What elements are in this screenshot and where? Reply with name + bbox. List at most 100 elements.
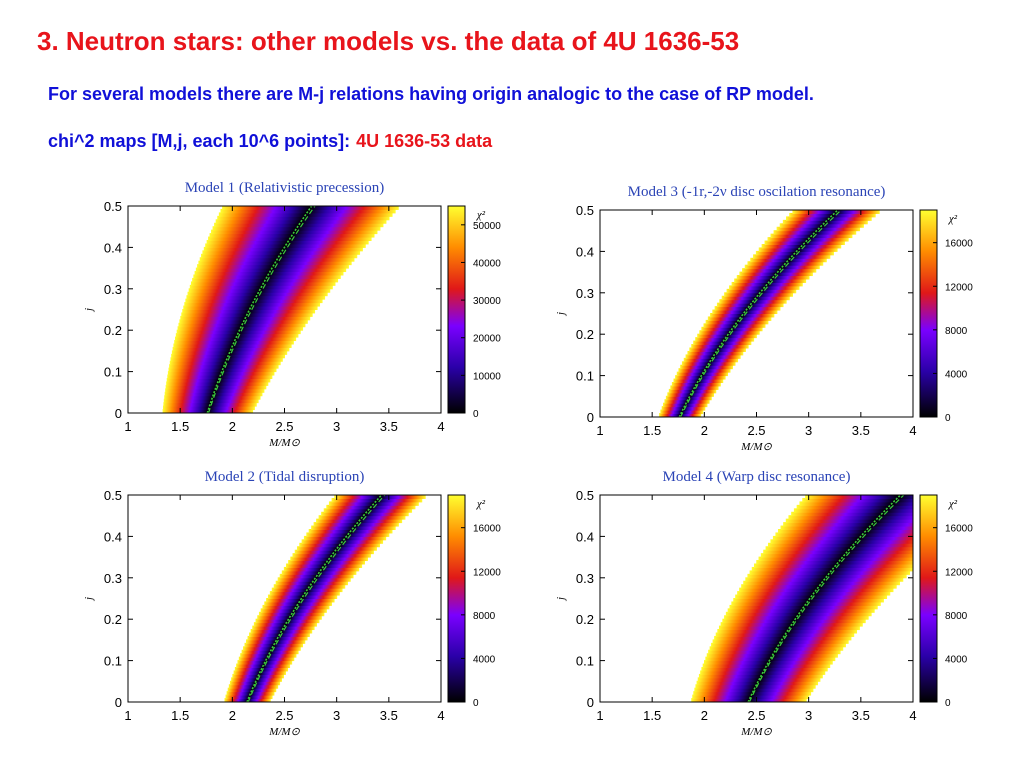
y-tick-label: 0.3	[576, 286, 594, 301]
chi2-band-slice	[228, 684, 279, 689]
y-tick-label: 0.1	[104, 654, 122, 669]
chart-svg: Model 4 (Warp disc resonance) 1 1.5 2 2.5 3 3.…	[555, 469, 973, 738]
chi2-band-slice	[202, 250, 361, 255]
chi2-band-slice	[321, 511, 409, 517]
y-axis-label: j	[83, 597, 95, 602]
chi2-band-slice	[663, 402, 708, 408]
colorbar-tick-label: 10000	[473, 371, 501, 382]
x-tick-label: 3	[333, 708, 340, 723]
y-tick-label: 0.1	[576, 369, 594, 384]
chi2-map-model-3: Model 3 (-1r,-2ν disc oscilation resonan…	[552, 176, 987, 466]
chi2-band-slice	[187, 291, 328, 297]
chart-svg: Model 1 (Relativistic precession) 1 1.5 2 2.…	[83, 180, 501, 449]
chi2-band-slice	[266, 598, 335, 603]
chi2-band-slice	[163, 402, 257, 407]
chi2-band-slice	[659, 413, 702, 417]
x-tick-label: 1	[596, 708, 603, 723]
y-tick-label: 0.4	[576, 244, 594, 259]
chi2-band-slice	[702, 663, 831, 668]
chi2-band-slice	[763, 549, 913, 555]
x-tick-label: 1.5	[171, 708, 189, 723]
chart-svg: Model 3 (-1r,-2ν disc oscilation resonan…	[555, 184, 973, 453]
colorbar-tick-label: 0	[473, 698, 479, 709]
chi2-band-slice	[253, 622, 317, 627]
chi2-band-slice	[205, 243, 366, 248]
chi2-band-slice	[194, 271, 344, 276]
y-tick-label: 0.5	[576, 488, 594, 503]
chi2-band-slice	[753, 563, 913, 568]
chi2-band-slice	[212, 226, 381, 231]
x-tick-label: 4	[437, 419, 444, 434]
chi2-band-slice	[687, 350, 744, 356]
chi2-band-slice	[243, 646, 301, 651]
colorbar-tick-label: 8000	[945, 326, 968, 337]
colorbar-tick-label: 4000	[945, 654, 968, 665]
y-tick-label: 0.2	[104, 612, 122, 627]
chi2-band-slice	[193, 274, 341, 279]
chi2-band-slice	[275, 580, 348, 586]
chi2-band-slice	[195, 267, 347, 273]
colorbar-label: χ²	[948, 213, 958, 225]
colorbar-label: χ²	[476, 498, 486, 510]
chi2-band-slice	[676, 371, 729, 377]
model-curve	[247, 495, 386, 702]
colorbar-tick-label: 12000	[945, 282, 973, 293]
chart-title: Model 2 (Tidal disruption)	[205, 469, 365, 485]
x-tick-label: 3.5	[380, 708, 398, 723]
chi2-band-slice	[772, 535, 913, 541]
chi2-band-slice	[176, 329, 301, 335]
chi2-band-slice	[241, 649, 299, 655]
x-tick-label: 1	[596, 423, 603, 438]
colorbar-label: χ²	[948, 498, 958, 510]
x-tick-label: 2	[229, 708, 236, 723]
chi2-band-slice	[799, 501, 913, 506]
chi2-band-slice	[777, 529, 913, 534]
x-tick-label: 2	[701, 423, 708, 438]
colorbar-label: χ²	[476, 209, 486, 221]
chi2-band-slice	[695, 684, 816, 689]
chi2-band-slice	[793, 508, 913, 513]
chi2-band-slice	[712, 639, 849, 644]
chart-svg: Model 2 (Tidal disruption)1 1.5 2 2.5 3 3.5 40…	[83, 469, 501, 738]
chi2-band-slice	[716, 302, 784, 308]
x-tick-label: 3	[333, 419, 340, 434]
chi2-band-slice	[186, 295, 326, 300]
chi2-band-slice	[164, 391, 263, 397]
y-tick-label: 0.2	[576, 612, 594, 627]
colorbar-tick-label: 30000	[473, 296, 501, 307]
colorbar	[447, 494, 466, 703]
model-curve	[748, 495, 905, 702]
chi2-map-model-4: Model 4 (Warp disc resonance) 1 1.5 2 2.5 3 3.…	[552, 461, 987, 751]
chart-title: Model 1 (Relativistic precession)	[185, 180, 385, 196]
chi2-band-slice	[782, 219, 868, 225]
data-note-highlight: 4U 1636-53 data	[356, 131, 493, 151]
chi2-band-slice	[203, 246, 363, 252]
x-tick-label: 1	[124, 419, 131, 434]
data-note-prefix: chi^2 maps [M,j, each 10^6 points]:	[48, 131, 351, 151]
chi2-band-slice	[675, 375, 726, 380]
chi2-band-slice	[163, 398, 259, 404]
x-tick-label: 4	[909, 708, 916, 723]
chi2-band-slice	[756, 560, 913, 565]
chi2-band-slice	[211, 229, 378, 235]
chi2-band-slice	[692, 694, 809, 700]
y-tick-label: 0.1	[104, 365, 122, 380]
chi2-band-slice	[177, 326, 304, 331]
x-tick-label: 1.5	[643, 423, 661, 438]
chi2-band-slice	[165, 384, 267, 390]
chi2-band-slice	[283, 566, 360, 572]
chi2-band-slice	[697, 333, 757, 339]
chi2-band-slice	[252, 625, 315, 631]
chi2-band-slice	[695, 337, 755, 342]
x-tick-label: 2	[229, 419, 236, 434]
colorbar-tick-label: 50000	[473, 221, 501, 232]
y-axis-label: j	[555, 597, 567, 602]
colorbar	[919, 494, 938, 703]
chi2-band-slice	[294, 549, 374, 555]
chi2-band-slice	[705, 656, 836, 662]
chi2-band-slice	[184, 302, 321, 307]
best-fit-curve	[678, 210, 839, 417]
chi2-band-slice	[225, 694, 273, 700]
chi2-band-slice	[231, 677, 283, 682]
x-tick-label: 3	[805, 423, 812, 438]
